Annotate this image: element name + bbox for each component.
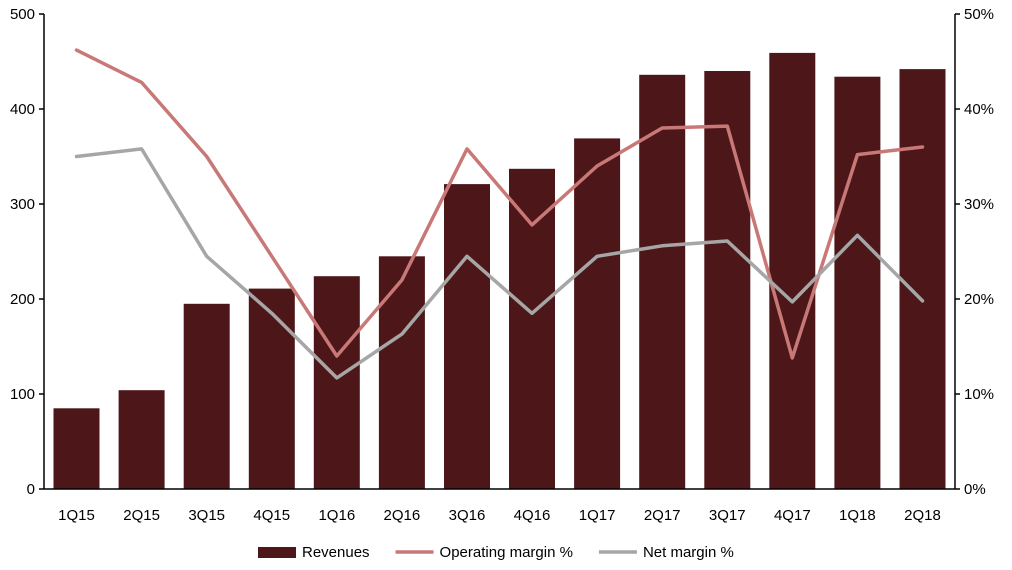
axes-group [43,14,956,490]
bar-revenues-3q16 [444,184,490,489]
x-tick-label: 1Q15 [58,507,95,524]
legend-label: Revenues [302,544,370,561]
x-tick-label: 4Q15 [253,507,290,524]
bar-revenues-3q15 [183,303,230,490]
left-axis-ticks: 0 100 200 300 400 500 [10,6,44,498]
legend-label: Operating margin % [440,544,573,561]
right-axis-ticks: 0% 10% 20% 30% 40% 50% [955,6,994,498]
x-tick-label: 1Q17 [579,507,616,524]
right-tick-label: 50% [964,6,994,23]
x-tick-label: 3Q17 [709,507,746,524]
bars-group [53,52,946,490]
x-tick-label: 3Q15 [188,507,225,524]
line-operating-margin-pct [74,48,925,360]
lines-group [74,48,925,380]
left-tick-label: 300 [10,196,35,213]
x-tick-label: 3Q16 [449,507,486,524]
left-tick-label: 500 [10,6,35,23]
bar-revenues-1q16 [313,276,360,489]
bar-revenues-1q17 [574,138,621,489]
left-tick-label: 100 [10,386,35,403]
x-tick-label: 1Q16 [318,507,355,524]
legend-label: Net margin % [643,544,734,561]
bar-revenues-4q16 [509,168,555,490]
x-tick-label: 4Q17 [774,507,811,524]
bar-revenues-2q15 [118,390,165,489]
x-tick-label: 2Q17 [644,507,681,524]
bar-revenues-1q18 [834,76,881,489]
right-tick-label: 30% [964,196,994,213]
x-tick-label: 4Q16 [514,507,551,524]
bar-revenues-4q17 [769,52,816,490]
line-net-margin-pct [74,147,925,380]
x-tick-label: 1Q18 [839,507,876,524]
bar-revenues-2q16 [378,256,425,490]
right-tick-label: 10% [964,386,994,403]
left-tick-label: 0 [27,481,35,498]
x-tick-label: 2Q16 [384,507,421,524]
right-tick-label: 20% [964,291,994,308]
right-tick-label: 40% [964,101,994,118]
legend-item-net-margin-pct: Net margin % [598,544,734,561]
left-tick-label: 200 [10,291,35,308]
x-axis-ticks: 1Q15 2Q15 3Q15 4Q15 1Q16 2Q16 3Q16 4Q16 1Q17 2Q17… [58,507,941,524]
legend-item-revenues: Revenues [258,544,370,561]
right-tick-label: 0% [964,481,986,498]
x-tick-label: 2Q18 [904,507,941,524]
bar-revenues-4q15 [248,288,295,489]
x-tick-label: 2Q15 [123,507,160,524]
legend-item-operating-margin-pct: Operating margin % [395,544,573,561]
bar-revenues-2q18 [899,69,946,489]
bar-revenues-3q17 [704,71,751,489]
bar-revenues-2q17 [639,74,686,490]
left-tick-label: 400 [10,101,35,118]
legend-swatch [258,547,296,558]
legend: Revenues Operating margin % Net margin % [258,544,734,561]
bar-revenues-1q15 [53,408,100,490]
